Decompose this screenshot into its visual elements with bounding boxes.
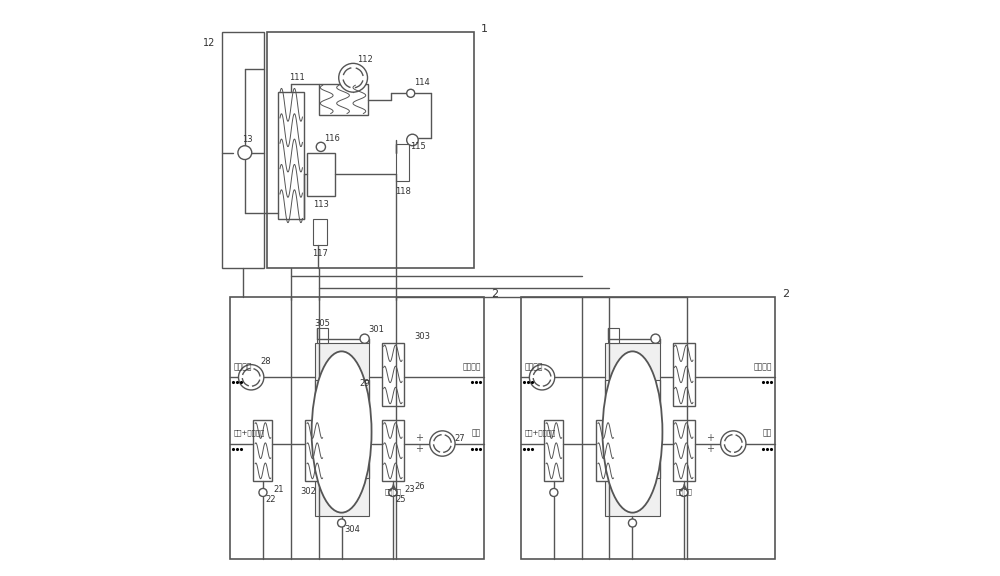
Bar bbox=[222, 32, 264, 268]
Text: 28: 28 bbox=[260, 357, 271, 366]
Bar bbox=[315, 478, 369, 516]
Bar bbox=[313, 219, 327, 245]
Text: 112: 112 bbox=[357, 55, 373, 64]
Text: 12: 12 bbox=[203, 38, 215, 48]
Circle shape bbox=[238, 146, 252, 160]
Text: 302: 302 bbox=[300, 487, 316, 496]
Bar bbox=[267, 32, 474, 268]
Bar bbox=[382, 343, 404, 406]
Text: 再生送风: 再生送风 bbox=[753, 362, 772, 372]
Text: +: + bbox=[415, 433, 423, 443]
Bar bbox=[305, 420, 324, 481]
Text: 305: 305 bbox=[315, 319, 331, 328]
Circle shape bbox=[389, 488, 397, 497]
Circle shape bbox=[338, 519, 346, 527]
Text: 二次回风: 二次回风 bbox=[676, 488, 693, 495]
Text: 26: 26 bbox=[414, 482, 425, 491]
Bar bbox=[673, 420, 695, 481]
Text: 303: 303 bbox=[414, 332, 430, 342]
Bar bbox=[396, 144, 409, 181]
Circle shape bbox=[316, 142, 325, 151]
Bar bbox=[521, 297, 775, 559]
Bar bbox=[673, 343, 695, 406]
Text: 304: 304 bbox=[344, 525, 360, 535]
Text: 115: 115 bbox=[410, 142, 426, 151]
Text: 29: 29 bbox=[359, 378, 370, 388]
Circle shape bbox=[407, 89, 415, 97]
Text: 25: 25 bbox=[395, 495, 406, 504]
Circle shape bbox=[721, 431, 746, 456]
Circle shape bbox=[628, 519, 637, 527]
Text: 13: 13 bbox=[242, 135, 253, 145]
Circle shape bbox=[651, 334, 660, 343]
Circle shape bbox=[407, 134, 418, 146]
Bar bbox=[605, 343, 660, 380]
Circle shape bbox=[360, 334, 369, 343]
Ellipse shape bbox=[312, 351, 372, 513]
Circle shape bbox=[430, 431, 455, 456]
Text: 再生排风: 再生排风 bbox=[233, 362, 252, 372]
Bar bbox=[230, 297, 484, 559]
Text: 送风: 送风 bbox=[763, 429, 772, 438]
Bar bbox=[382, 420, 404, 481]
Bar bbox=[608, 328, 619, 343]
Circle shape bbox=[238, 365, 264, 390]
Circle shape bbox=[550, 488, 558, 497]
Text: 117: 117 bbox=[312, 249, 328, 258]
Bar bbox=[605, 478, 660, 516]
Circle shape bbox=[339, 63, 368, 92]
Bar bbox=[307, 153, 335, 196]
Bar bbox=[596, 420, 615, 481]
Text: 再生送风: 再生送风 bbox=[462, 362, 481, 372]
Text: +: + bbox=[415, 444, 423, 454]
Text: 118: 118 bbox=[395, 187, 411, 196]
Text: 114: 114 bbox=[414, 78, 430, 88]
Bar bbox=[278, 92, 304, 219]
Text: 新风+一次回风: 新风+一次回风 bbox=[524, 430, 556, 437]
Text: +: + bbox=[706, 433, 714, 443]
Text: 27: 27 bbox=[454, 434, 465, 444]
Bar bbox=[544, 420, 563, 481]
Bar bbox=[319, 84, 368, 115]
Text: 113: 113 bbox=[313, 200, 329, 209]
Text: 2: 2 bbox=[782, 289, 789, 299]
Text: 301: 301 bbox=[368, 325, 384, 334]
Circle shape bbox=[529, 365, 555, 390]
Text: 116: 116 bbox=[324, 134, 340, 143]
Text: 新风+一次回风: 新风+一次回风 bbox=[233, 430, 265, 437]
Text: 送风: 送风 bbox=[472, 429, 481, 438]
Text: 二次回风: 二次回风 bbox=[385, 488, 402, 495]
Text: 再生排风: 再生排风 bbox=[524, 362, 543, 372]
Text: 23: 23 bbox=[404, 485, 415, 494]
Text: 21: 21 bbox=[273, 485, 283, 494]
Circle shape bbox=[680, 488, 688, 497]
Text: 111: 111 bbox=[289, 73, 305, 82]
Text: 22: 22 bbox=[265, 495, 276, 504]
Text: +: + bbox=[706, 444, 714, 454]
Text: 2: 2 bbox=[491, 289, 498, 299]
Bar bbox=[317, 328, 328, 343]
Ellipse shape bbox=[603, 351, 662, 513]
Text: 1: 1 bbox=[481, 24, 488, 34]
Bar bbox=[315, 343, 369, 380]
Bar bbox=[253, 420, 272, 481]
Circle shape bbox=[259, 488, 267, 497]
